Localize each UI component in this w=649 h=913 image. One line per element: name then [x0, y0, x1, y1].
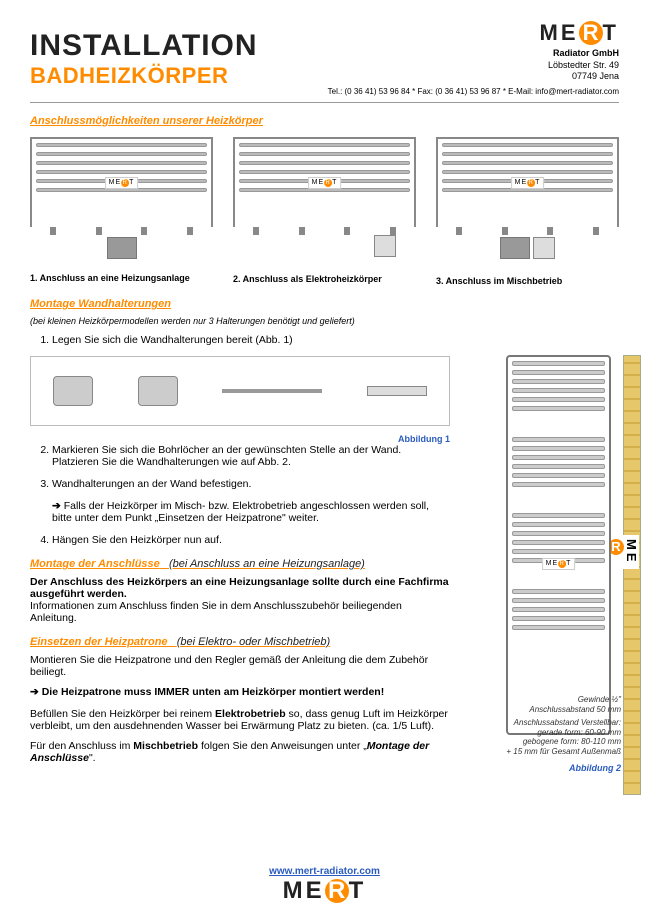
dim-l3: + 15 mm für Gesamt Außenmaß	[451, 747, 621, 757]
sec3-p1: Der Anschluss des Heizkörpers an eine He…	[30, 576, 450, 624]
rad-caption-2: 2. Anschluss als Elektroheizkörper	[233, 274, 416, 284]
radiator-icon: MERT	[233, 137, 416, 227]
radiator-icon: MERT	[30, 137, 213, 227]
company-city: 07749 Jena	[572, 71, 619, 81]
rad-option-3: MERT 3. Anschluss im Mischbetrieb	[436, 137, 619, 286]
logo-r: R	[325, 879, 349, 903]
figure1-label: Abbildung 1	[30, 434, 450, 444]
company-address: Radiator GmbH Löbstedter Str. 49 07749 J…	[328, 48, 619, 83]
t: folgen Sie den Anweisungen unter „	[198, 740, 367, 752]
wall-icon	[623, 355, 641, 795]
section1-title: Anschlussmöglichkeiten unserer Heizkörpe…	[30, 115, 619, 127]
t: Mischbetrieb	[133, 740, 198, 752]
bracket-icon	[138, 376, 178, 406]
logo-me: ME	[283, 877, 325, 904]
website-link[interactable]: www.mert-radiator.com	[269, 866, 380, 877]
spacer	[30, 20, 258, 29]
sec3-p1b: Der Anschluss des Heizkörpers an eine He…	[30, 576, 449, 600]
page-footer: www.mert-radiator.com MERT	[0, 865, 649, 905]
dim-l1: gerade form: 60-90 mm	[451, 728, 621, 738]
footer-logo: MERT	[0, 877, 649, 905]
section4-title: Einsetzen der Heizpatrone (bei Elektro- …	[30, 636, 450, 648]
t: Elektrobetrieb	[215, 708, 286, 720]
bracket-icon	[53, 376, 93, 406]
t: Befüllen Sie den Heizkörper bei reinem	[30, 708, 215, 720]
page-subtitle: BADHEIZKÖRPER	[30, 63, 258, 89]
logo-t: T	[349, 877, 367, 904]
sec4-p1: Montieren Sie die Heizpatrone und den Re…	[30, 654, 450, 678]
t: ".	[89, 752, 96, 764]
sec4-t: Einsetzen der Heizpatrone	[30, 636, 168, 648]
t: Für den Anschluss im	[30, 740, 133, 752]
figure2-label: Abbildung 2	[451, 763, 621, 774]
company-name: Radiator GmbH	[553, 48, 619, 58]
sec4-p2: Befüllen Sie den Heizkörper bei reinem E…	[30, 708, 450, 732]
electric-box-icon	[374, 235, 396, 257]
step-3: Wandhalterungen an der Wand befestigen.	[52, 478, 450, 490]
valve-icon	[500, 237, 530, 259]
electric-box-icon	[533, 237, 555, 259]
header-right: MERT Radiator GmbH Löbstedter Str. 49 07…	[328, 20, 619, 96]
anchor-icon	[367, 386, 427, 396]
sec3-t: Montage der Anschlüsse	[30, 558, 160, 570]
steps-list-2: Markieren Sie sich die Bohrlöcher an der…	[52, 444, 450, 490]
section3-title: Montage der Anschlüsse (bei Anschluss an…	[30, 558, 450, 570]
logo-t: T	[603, 20, 619, 45]
rad-caption-1: 1. Anschluss an eine Heizungsanlage	[30, 273, 213, 283]
brand-logo: MERT	[328, 20, 619, 46]
section2-note: (bei kleinen Heizkörpermodellen werden n…	[30, 316, 619, 326]
rad-option-2: MERT 2. Anschluss als Elektroheizkörper	[233, 137, 416, 286]
step-arrow: Falls der Heizkörper im Misch- bzw. Elek…	[52, 500, 450, 524]
sec3-p2: Informationen zum Anschluss finden Sie i…	[30, 600, 402, 624]
radiator-options: MERT 1. Anschluss an eine Heizungsanlage…	[30, 137, 619, 286]
dim-gewinde: Gewinde ½"	[451, 695, 621, 705]
steps-list: Legen Sie sich die Wandhalterungen berei…	[52, 334, 450, 346]
rad-caption-3: 3. Anschluss im Mischbetrieb	[436, 276, 619, 286]
page-header: INSTALLATION BADHEIZKÖRPER MERT Radiator…	[30, 20, 619, 103]
bracket-diagram	[30, 356, 450, 426]
rad-option-1: MERT 1. Anschluss an eine Heizungsanlage	[30, 137, 213, 286]
steps-list-3: Hängen Sie den Heizkörper nun auf.	[52, 534, 450, 546]
screw-icon	[222, 389, 322, 393]
dim-abstand: Anschlussabstand 50 mm	[451, 705, 621, 715]
dimension-labels: Gewinde ½" Anschlussabstand 50 mm Anschl…	[451, 695, 621, 773]
page-title: INSTALLATION	[30, 29, 258, 63]
dim-verstellbar: Anschlussabstand Verstellbar:	[451, 718, 621, 728]
sec4-note: (bei Elektro- oder Mischbetrieb)	[177, 636, 330, 648]
logo-r: R	[579, 21, 603, 45]
tall-radiator-icon: MERT	[506, 355, 611, 735]
sec4-arrow: Die Heizpatrone muss IMMER unten am Heiz…	[30, 686, 450, 698]
title-block: INSTALLATION BADHEIZKÖRPER	[30, 20, 258, 89]
step-2: Markieren Sie sich die Bohrlöcher an der…	[52, 444, 450, 468]
contact-line: Tel.: (0 36 41) 53 96 84 * Fax: (0 36 41…	[328, 87, 619, 96]
sec4-p3: Für den Anschluss im Mischbetrieb folgen…	[30, 740, 450, 764]
section2-title: Montage Wandhalterungen	[30, 298, 619, 310]
valve-icon	[107, 237, 137, 259]
step-1: Legen Sie sich die Wandhalterungen berei…	[52, 334, 450, 346]
sec3-note: (bei Anschluss an eine Heizungsanlage)	[169, 558, 365, 570]
radiator-icon: MERT	[436, 137, 619, 227]
company-street: Löbstedter Str. 49	[548, 60, 619, 70]
logo-me: ME	[540, 20, 579, 45]
dim-l2: gebogene form: 80-110 mm	[451, 737, 621, 747]
step-4: Hängen Sie den Heizkörper nun auf.	[52, 534, 450, 546]
